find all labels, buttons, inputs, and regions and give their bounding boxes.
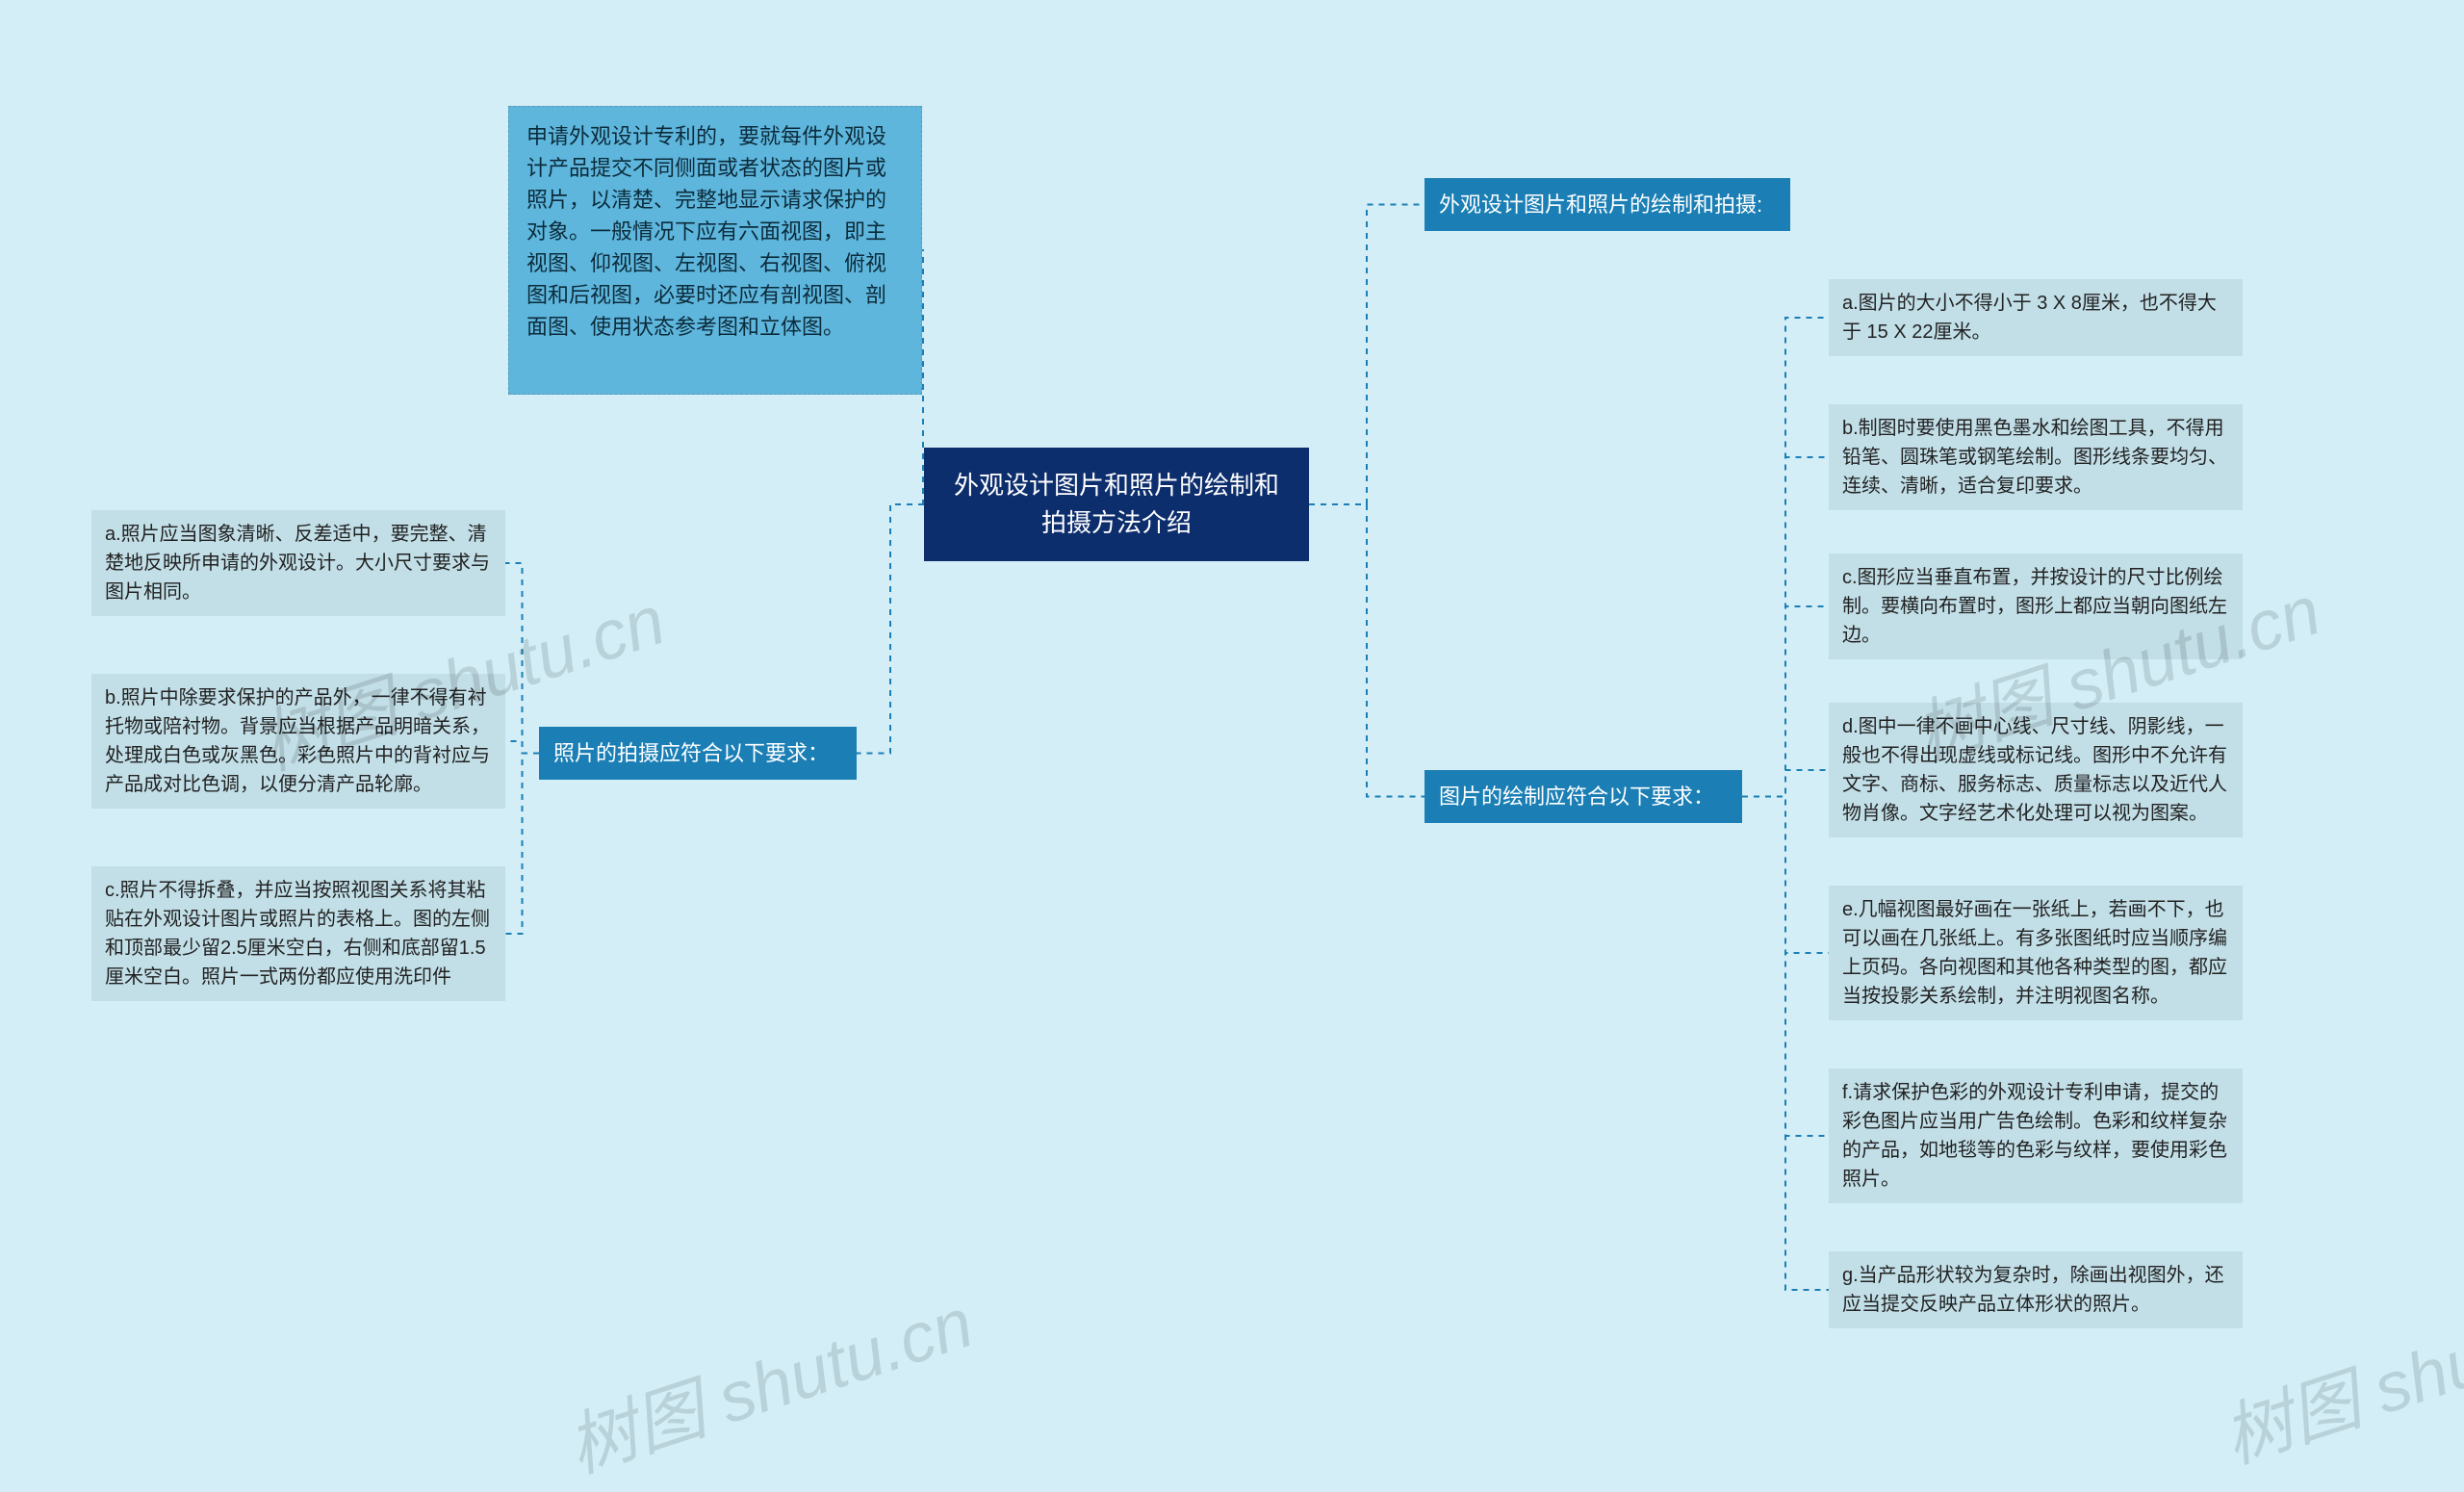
root-node[interactable]: 外观设计图片和照片的绘制和拍摄方法介绍: [924, 448, 1309, 561]
draw-leaf[interactable]: a.图片的大小不得小于 3 X 8厘米，也不得大于 15 X 22厘米。: [1829, 279, 2243, 356]
draw-leaf[interactable]: f.请求保护色彩的外观设计专利申请，提交的彩色图片应当用广告色绘制。色彩和纹样复…: [1829, 1068, 2243, 1203]
drawing-and-photo-branch[interactable]: 外观设计图片和照片的绘制和拍摄:: [1424, 178, 1790, 231]
draw-leaf-text: d.图中一律不画中心线、尺寸线、阴影线，一般也不得出现虚线或标记线。图形中不允许…: [1842, 716, 2227, 824]
photo-leaf[interactable]: a.照片应当图象清晰、反差适中，要完整、清楚地反映所申请的外观设计。大小尺寸要求…: [91, 510, 505, 616]
draw-leaf-text: a.图片的大小不得小于 3 X 8厘米，也不得大于 15 X 22厘米。: [1842, 293, 2217, 343]
photo-leaf-text: a.照片应当图象清晰、反差适中，要完整、清楚地反映所申请的外观设计。大小尺寸要求…: [105, 524, 490, 603]
watermark-text: 树图 shutu.cn: [2208, 1256, 2464, 1482]
drawing-and-photo-label: 外观设计图片和照片的绘制和拍摄:: [1439, 193, 1762, 217]
photo-leaf[interactable]: c.照片不得拆叠，并应当按照视图关系将其粘贴在外观设计图片或照片的表格上。图的左…: [91, 866, 505, 1001]
draw-leaf-text: f.请求保护色彩的外观设计专利申请，提交的彩色图片应当用广告色绘制。色彩和纹样复…: [1842, 1082, 2227, 1190]
draw-leaf[interactable]: g.当产品形状较为复杂时，除画出视图外，还应当提交反映产品立体形状的照片。: [1829, 1251, 2243, 1328]
draw-leaf-text: g.当产品形状较为复杂时，除画出视图外，还应当提交反映产品立体形状的照片。: [1842, 1265, 2224, 1315]
photo-requirements-branch[interactable]: 照片的拍摄应符合以下要求：: [539, 727, 857, 780]
draw-leaf-text: c.图形应当垂直布置，并按设计的尺寸比例绘制。要横向布置时，图形上都应当朝向图纸…: [1842, 567, 2227, 646]
draw-leaf-text: e.几幅视图最好画在一张纸上，若画不下，也可以画在几张纸上。有多张图纸时应当顺序…: [1842, 899, 2227, 1007]
intro-paragraph-node[interactable]: 申请外观设计专利的，要就每件外观设计产品提交不同侧面或者状态的图片或照片，以清楚…: [508, 106, 922, 395]
mindmap-canvas: 外观设计图片和照片的绘制和拍摄方法介绍 申请外观设计专利的，要就每件外观设计产品…: [0, 0, 2464, 1363]
root-text: 外观设计图片和照片的绘制和拍摄方法介绍: [954, 471, 1279, 537]
photo-leaf-text: c.照片不得拆叠，并应当按照视图关系将其粘贴在外观设计图片或照片的表格上。图的左…: [105, 880, 490, 988]
drawing-requirements-branch[interactable]: 图片的绘制应符合以下要求：: [1424, 770, 1742, 823]
draw-leaf[interactable]: d.图中一律不画中心线、尺寸线、阴影线，一般也不得出现虚线或标记线。图形中不允许…: [1829, 703, 2243, 837]
photo-leaf[interactable]: b.照片中除要求保护的产品外，一律不得有衬托物或陪衬物。背景应当根据产品明暗关系…: [91, 674, 505, 809]
draw-leaf[interactable]: e.几幅视图最好画在一张纸上，若画不下，也可以画在几张纸上。有多张图纸时应当顺序…: [1829, 886, 2243, 1020]
photo-leaf-text: b.照片中除要求保护的产品外，一律不得有衬托物或陪衬物。背景应当根据产品明暗关系…: [105, 687, 490, 795]
photo-requirements-label: 照片的拍摄应符合以下要求：: [553, 741, 829, 765]
draw-leaf[interactable]: b.制图时要使用黑色墨水和绘图工具，不得用铅笔、圆珠笔或钢笔绘制。图形线条要均匀…: [1829, 404, 2243, 510]
watermark-text: 树图 shutu.cn: [552, 1266, 983, 1492]
drawing-requirements-label: 图片的绘制应符合以下要求：: [1439, 785, 1714, 809]
draw-leaf[interactable]: c.图形应当垂直布置，并按设计的尺寸比例绘制。要横向布置时，图形上都应当朝向图纸…: [1829, 553, 2243, 659]
draw-leaf-text: b.制图时要使用黑色墨水和绘图工具，不得用铅笔、圆珠笔或钢笔绘制。图形线条要均匀…: [1842, 418, 2227, 497]
intro-paragraph-text: 申请外观设计专利的，要就每件外观设计产品提交不同侧面或者状态的图片或照片，以清楚…: [526, 124, 886, 339]
